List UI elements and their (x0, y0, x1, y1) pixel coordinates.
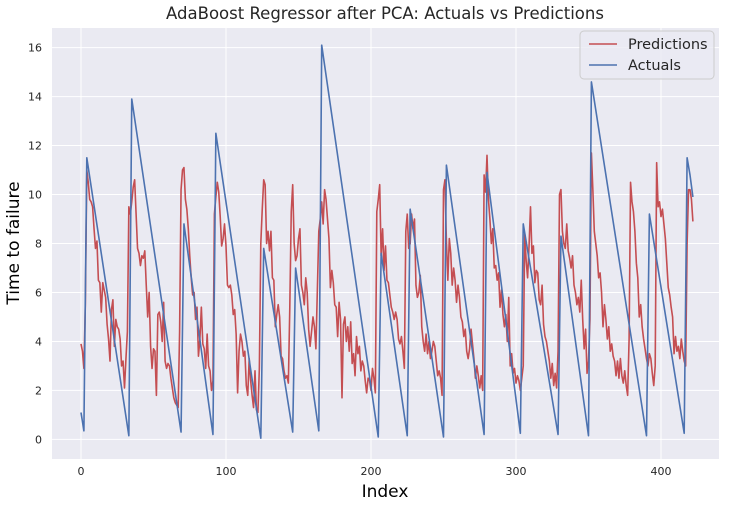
chart-title: AdaBoost Regressor after PCA: Actuals vs… (166, 4, 604, 23)
y-tick-label: 10 (28, 189, 42, 202)
y-tick-label: 16 (28, 42, 42, 55)
legend-box (579, 30, 715, 80)
y-tick-label: 2 (35, 384, 42, 397)
y-tick-label: 4 (35, 335, 42, 348)
x-tick-label: 300 (506, 465, 527, 478)
legend-label-actuals: Actuals (628, 58, 681, 74)
y-axis-title: Time to failure (4, 181, 24, 305)
x-axis-title: Index (362, 482, 409, 502)
y-tick-label: 12 (28, 140, 42, 153)
x-tick-label: 400 (651, 465, 672, 478)
y-tick-label: 14 (28, 91, 42, 104)
y-tick-label: 0 (35, 433, 42, 446)
legend-label-predictions: Predictions (628, 37, 708, 53)
y-tick-label: 8 (35, 238, 42, 251)
x-tick-label: 200 (361, 465, 382, 478)
grid (52, 28, 719, 459)
y-tick-label: 6 (35, 286, 42, 299)
tick-labels: 0 100 200 300 400 0 2 4 6 8 10 12 14 16 (28, 42, 672, 478)
series-line-actuals (80, 44, 694, 439)
x-tick-label: 0 (78, 465, 85, 478)
plot-lines (80, 44, 694, 439)
legend: Predictions Actuals (579, 30, 715, 80)
x-tick-label: 100 (216, 465, 237, 478)
